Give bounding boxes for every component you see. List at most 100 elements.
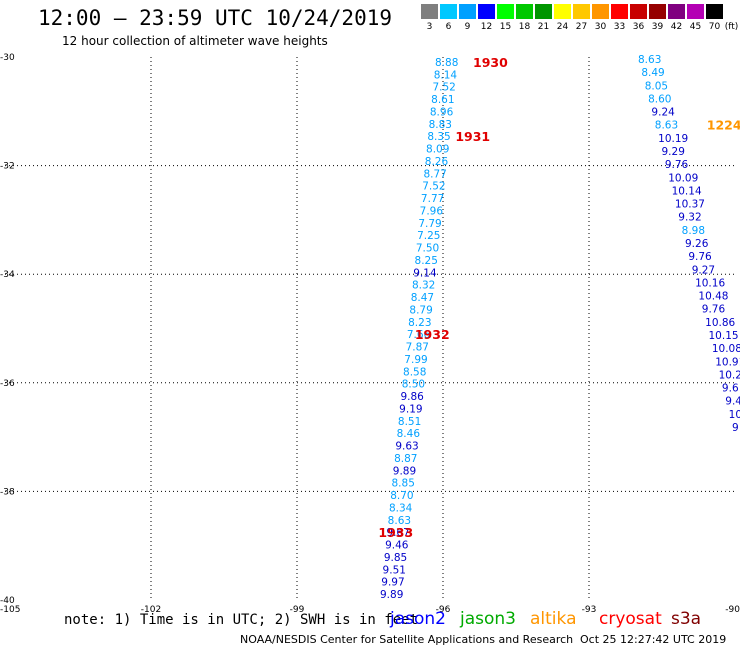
wave-height-reading: 9.97 xyxy=(381,577,404,589)
scale-swatch xyxy=(459,4,476,19)
wave-height-reading: 8.79 xyxy=(409,304,432,316)
wave-height-reading: 8.46 xyxy=(397,428,421,440)
scale-label: 12 xyxy=(480,22,493,32)
wave-height-reading: 9.63 xyxy=(395,441,418,453)
wave-height-reading: 7.87 xyxy=(406,342,429,354)
scale-label: 30 xyxy=(594,22,607,32)
scale-swatch xyxy=(421,4,438,19)
lon-tick-label: -90 xyxy=(725,605,740,615)
wave-height-reading: 8.61 xyxy=(431,94,454,106)
wave-height-reading: 10 xyxy=(729,409,740,421)
wave-height-reading: 7.99 xyxy=(404,354,427,366)
legend-item-jason3: jason3 xyxy=(460,609,516,629)
wave-height-reading: 9.4 xyxy=(725,396,740,408)
wave-height-reading: 8.34 xyxy=(389,502,413,514)
wave-height-reading: 7.77 xyxy=(421,193,444,205)
wave-height-reading: 8.96 xyxy=(430,106,454,118)
track-time-label: 1930 xyxy=(473,55,508,70)
lon-tick-label: -96 xyxy=(436,605,451,615)
scale-swatch xyxy=(630,4,647,19)
wave-height-reading: 9.24 xyxy=(651,107,675,119)
wave-height-reading: 9.29 xyxy=(662,146,685,158)
wave-height-reading: 8.47 xyxy=(411,292,434,304)
scale-label: 21 xyxy=(537,22,550,32)
wave-height-reading: 10.86 xyxy=(705,317,735,329)
wave-height-reading: 10.48 xyxy=(698,291,728,303)
scale-label: 45 xyxy=(689,22,702,32)
wave-height-reading: 8.49 xyxy=(641,67,664,79)
lon-tick-label: -105 xyxy=(0,605,20,615)
wave-height-reading: 10.19 xyxy=(658,133,688,145)
lon-tick-label: -99 xyxy=(290,605,305,615)
wave-height-reading: 8.32 xyxy=(412,280,435,292)
scale-label: 9 xyxy=(464,22,471,32)
scale-swatch xyxy=(478,4,495,19)
lat-tick-label: -36 xyxy=(0,379,15,389)
legend-item-jason2: jason2 xyxy=(390,609,446,629)
wave-height-reading: 8.60 xyxy=(648,93,671,105)
wave-height-reading: 7.50 xyxy=(416,243,439,255)
page-title: 12:00 – 23:59 UTC 10/24/2019 xyxy=(38,6,393,30)
wave-height-reading: 8.51 xyxy=(398,416,421,428)
scale-label: 27 xyxy=(575,22,588,32)
wave-height-reading: 9.26 xyxy=(685,238,709,250)
wave-height-reading: 8.85 xyxy=(392,478,415,490)
lat-tick-label: -32 xyxy=(0,162,15,172)
wave-height-reading: 7.66 xyxy=(407,329,431,341)
scale-label: (ft) xyxy=(724,22,739,32)
scale-swatch xyxy=(592,4,609,19)
track-time-label: 1933 xyxy=(378,525,413,540)
wave-height-reading: 9.14 xyxy=(413,267,437,279)
wave-height-reading: 7.25 xyxy=(417,230,440,242)
wave-height-reading: 8.26 xyxy=(425,156,449,168)
lat-tick-label: -34 xyxy=(0,270,15,280)
scale-label: 42 xyxy=(670,22,683,32)
wave-height-reading: 8.63 xyxy=(388,515,411,527)
wave-height-reading: 10.15 xyxy=(709,330,739,342)
wave-height-reading: 8.50 xyxy=(402,379,425,391)
page-subtitle: 12 hour collection of altimeter wave hei… xyxy=(62,34,328,48)
wave-height-reading: 8.87 xyxy=(394,453,417,465)
scale-swatch xyxy=(687,4,704,19)
wave-height-reading: 8.58 xyxy=(403,366,426,378)
wave-height-reading: 10.16 xyxy=(695,277,725,289)
scale-label: 39 xyxy=(651,22,664,32)
wave-height-reading: 9.32 xyxy=(678,212,701,224)
wave-height-reading: 8.70 xyxy=(390,490,413,502)
wave-height-reading: 8.98 xyxy=(682,225,705,237)
wave-height-reading: 9.89 xyxy=(393,465,416,477)
wave-height-reading: 9.51 xyxy=(383,564,406,576)
wave-height-reading: 9.76 xyxy=(702,304,726,316)
wave-height-reading: 7.52 xyxy=(422,181,445,193)
wave-height-reading: 8.77 xyxy=(423,168,446,180)
scale-swatch xyxy=(706,4,723,19)
scale-swatch xyxy=(440,4,457,19)
wave-height-reading: 10.91 xyxy=(715,356,740,368)
wave-height-reading: 10.37 xyxy=(675,199,705,211)
scale-label: 18 xyxy=(518,22,531,32)
wave-height-reading: 7.96 xyxy=(420,205,444,217)
scale-label: 70 xyxy=(708,22,721,32)
legend-item-s3a: s3a xyxy=(671,609,702,629)
footer-source: NOAA/NESDIS Center for Satellite Applica… xyxy=(240,633,574,646)
wave-height-reading: 8.09 xyxy=(426,144,449,156)
scale-label: 24 xyxy=(556,22,569,32)
scale-swatch xyxy=(554,4,571,19)
legend-item-altika: altika xyxy=(530,609,577,629)
wave-height-reading: 7.52 xyxy=(432,82,455,94)
wave-height-reading: 7.79 xyxy=(418,218,441,230)
wave-height-reading: 8.83 xyxy=(429,119,452,131)
scale-swatch xyxy=(649,4,666,19)
wave-height-reading: 8.14 xyxy=(434,69,458,81)
lat-tick-label: -38 xyxy=(0,487,15,497)
scale-label: 36 xyxy=(632,22,645,32)
scale-swatch xyxy=(497,4,514,19)
wave-height-reading: 9.76 xyxy=(665,159,689,171)
track-time-label: 1931 xyxy=(455,129,490,144)
lon-tick-label: -102 xyxy=(141,605,161,615)
footer-timestamp: Oct 25 12:27:42 UTC 2019 xyxy=(580,633,727,646)
wave-height-reading: 10.08 xyxy=(712,343,740,355)
wave-height-reading: 8.35 xyxy=(427,131,450,143)
scale-label: 15 xyxy=(499,22,512,32)
